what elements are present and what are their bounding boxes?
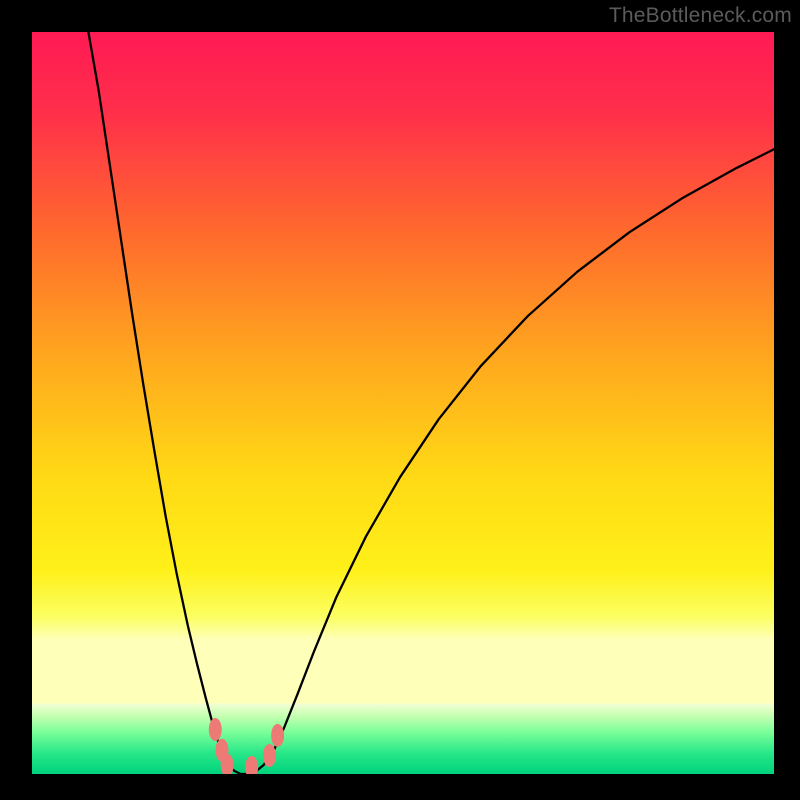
curve-marker-4 xyxy=(263,744,276,767)
watermark-text: TheBottleneck.com xyxy=(609,4,792,28)
heat-gradient-background xyxy=(32,32,774,704)
curve-marker-0 xyxy=(209,718,222,741)
plot-area xyxy=(32,32,774,774)
chart-frame: TheBottleneck.com xyxy=(0,0,800,800)
green-baseline-band xyxy=(32,704,774,774)
curve-marker-5 xyxy=(271,724,284,747)
plot-svg xyxy=(32,32,774,774)
